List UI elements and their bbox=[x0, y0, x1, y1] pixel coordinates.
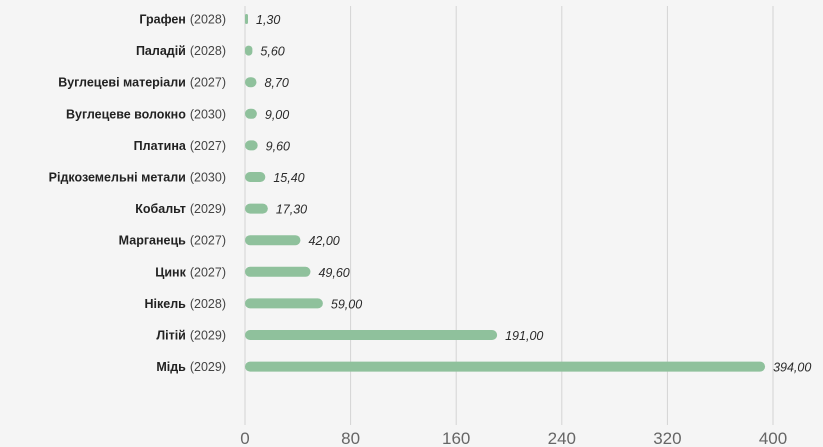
x-tick-label: 160 bbox=[442, 429, 470, 447]
category-year: (2029) bbox=[190, 202, 226, 216]
value-labels: 1,30 5,60 8,70 9,00 9,60 15,40 17,30 42,00 49,60… bbox=[256, 13, 811, 375]
value-label: 49,60 bbox=[318, 266, 349, 280]
category-label: Літій (2029) bbox=[156, 329, 226, 343]
category-label: Паладій (2028) bbox=[136, 44, 226, 58]
category-label: Кобальт (2029) bbox=[135, 202, 226, 216]
category-label: Вуглецеве волокно (2030) bbox=[66, 107, 226, 121]
value-label: 9,60 bbox=[266, 139, 290, 153]
category-name: Платина bbox=[134, 139, 187, 153]
value-label: 1,30 bbox=[256, 13, 280, 27]
category-year: (2028) bbox=[190, 297, 226, 311]
x-tick-label: 240 bbox=[548, 429, 576, 447]
category-name: Рідкоземельні метали bbox=[49, 171, 186, 185]
bar bbox=[245, 77, 257, 88]
value-label: 42,00 bbox=[308, 234, 339, 248]
category-year: (2028) bbox=[190, 13, 226, 27]
bar bbox=[245, 172, 266, 182]
value-label: 17,30 bbox=[276, 203, 307, 217]
category-labels: Графен (2028) Паладій (2028) Вуглецеві матер… bbox=[49, 13, 226, 375]
category-year: (2027) bbox=[190, 139, 226, 153]
category-name: Мідь bbox=[156, 360, 186, 374]
category-name: Вуглецеве волокно bbox=[66, 107, 186, 121]
bar bbox=[245, 330, 498, 340]
category-year: (2030) bbox=[190, 171, 226, 185]
category-label: Цинк (2027) bbox=[155, 265, 226, 279]
category-name: Кобальт bbox=[135, 202, 186, 216]
category-label: Платина (2027) bbox=[134, 139, 226, 153]
value-label: 15,40 bbox=[273, 171, 304, 185]
value-label: 9,00 bbox=[265, 108, 289, 122]
x-tick-label: 400 bbox=[759, 429, 787, 447]
bar bbox=[245, 203, 268, 214]
value-label: 5,60 bbox=[260, 45, 284, 59]
category-year: (2027) bbox=[190, 76, 226, 90]
bar bbox=[245, 361, 766, 372]
value-label: 8,70 bbox=[264, 76, 288, 90]
category-name: Нікель bbox=[145, 297, 187, 311]
bar bbox=[245, 140, 258, 151]
grid-lines bbox=[244, 6, 774, 425]
category-year: (2027) bbox=[190, 234, 226, 248]
x-axis-tick-labels: 0 80 160 240 320 400 bbox=[240, 429, 787, 447]
category-year: (2028) bbox=[190, 44, 226, 58]
x-tick-label: 320 bbox=[653, 429, 681, 447]
value-label: 59,00 bbox=[331, 297, 362, 311]
x-tick-label: 0 bbox=[240, 429, 249, 447]
bar bbox=[245, 266, 311, 277]
x-tick-label: 80 bbox=[341, 429, 360, 447]
category-year: (2027) bbox=[190, 265, 226, 279]
category-label: Вуглецеві матеріали (2027) bbox=[58, 76, 226, 90]
category-label: Графен (2028) bbox=[139, 13, 226, 27]
category-name: Паладій bbox=[136, 44, 186, 58]
category-name: Марганець bbox=[119, 234, 186, 248]
bar bbox=[245, 298, 323, 309]
category-name: Вуглецеві матеріали bbox=[58, 76, 186, 90]
bar bbox=[245, 108, 257, 119]
category-year: (2030) bbox=[190, 107, 226, 121]
value-label: 191,00 bbox=[505, 329, 543, 343]
bars bbox=[245, 14, 766, 372]
bar bbox=[245, 45, 253, 56]
category-label: Рідкоземельні метали (2030) bbox=[49, 171, 226, 185]
bar bbox=[245, 14, 248, 24]
category-year: (2029) bbox=[190, 360, 226, 374]
category-label: Мідь (2029) bbox=[156, 360, 226, 374]
category-name: Цинк bbox=[155, 265, 186, 279]
category-name: Графен bbox=[139, 13, 185, 27]
category-label: Нікель (2028) bbox=[145, 297, 226, 311]
value-label: 394,00 bbox=[773, 361, 811, 375]
bar bbox=[245, 235, 301, 246]
category-name: Літій bbox=[156, 329, 186, 343]
category-label: Марганець (2027) bbox=[119, 234, 226, 248]
category-year: (2029) bbox=[190, 329, 226, 343]
